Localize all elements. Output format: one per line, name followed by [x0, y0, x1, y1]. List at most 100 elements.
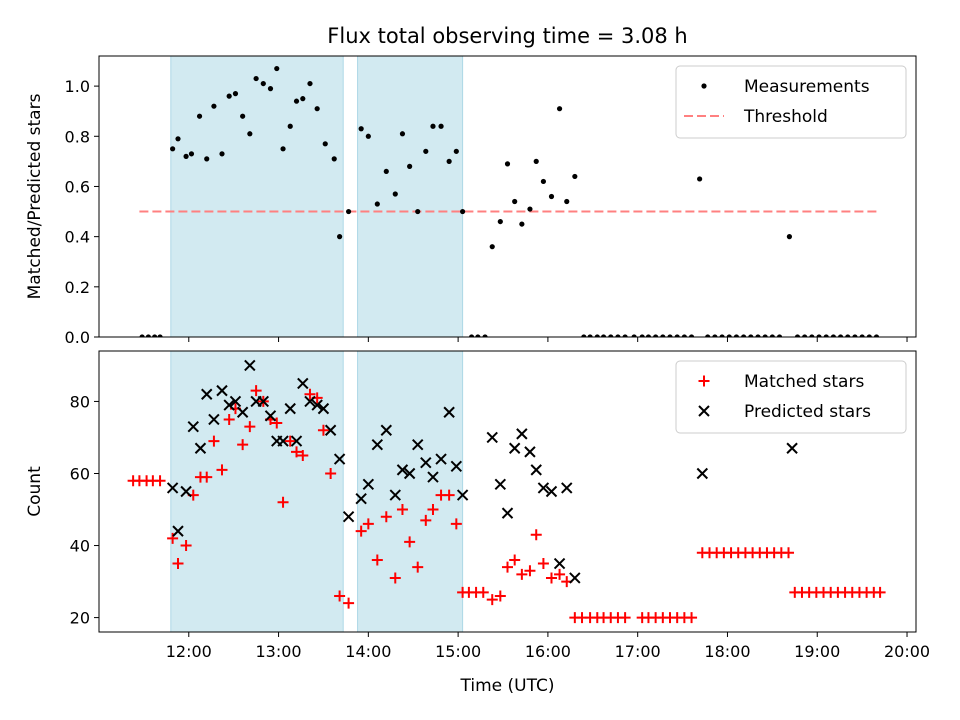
- predicted-stars-point: [333, 453, 346, 465]
- measurement-point: [776, 334, 783, 337]
- predicted-stars-point: [456, 489, 469, 501]
- predicted-stars-point: [317, 402, 330, 415]
- predicted-stars-point: [501, 507, 514, 519]
- measurement-point: [430, 123, 436, 129]
- y-tick-label: 40: [70, 537, 90, 556]
- measurement-point: [581, 334, 587, 337]
- legend-label: Measurements: [744, 77, 870, 97]
- legend-marker-plus: [698, 375, 710, 387]
- measurement-point: [667, 334, 673, 337]
- matched-stars-point: [250, 385, 262, 397]
- measurement-point: [587, 334, 593, 337]
- measurement-point: [489, 244, 495, 250]
- measurement-point: [145, 334, 151, 337]
- matched-stars-point: [216, 464, 228, 476]
- measurement-point: [837, 334, 844, 337]
- measurement-point: [556, 106, 563, 112]
- measurement-point: [674, 334, 680, 337]
- matched-stars-point: [325, 467, 337, 479]
- predicted-stars-point: [187, 420, 199, 433]
- y-axis-label: Count: [25, 466, 45, 517]
- measurement-point: [219, 151, 225, 157]
- measurement-point: [322, 141, 328, 147]
- matched-stars-point: [355, 525, 367, 537]
- predicted-stars-point: [172, 525, 184, 537]
- y-tick-label: 0.4: [65, 228, 90, 247]
- measurement-point: [232, 91, 239, 97]
- matched-stars-point: [554, 568, 566, 580]
- measurement-point: [337, 234, 343, 240]
- x-tick-label: 15:00: [435, 642, 481, 661]
- predicted-stars-point: [486, 431, 498, 444]
- measurement-point: [845, 334, 851, 337]
- measurement-point: [204, 156, 210, 162]
- measurement-point: [533, 158, 539, 164]
- matched-stars-point: [509, 554, 521, 566]
- matched-stars-point: [172, 558, 184, 570]
- matched-stars-point: [783, 547, 795, 559]
- matched-stars-point: [619, 612, 631, 624]
- predicted-stars-point: [201, 388, 213, 400]
- measurement-point: [639, 334, 645, 337]
- measurement-point: [287, 123, 293, 129]
- measurement-point: [615, 334, 621, 337]
- measurement-point: [852, 334, 858, 337]
- measurement-point: [453, 148, 459, 154]
- legend-label: Matched stars: [744, 372, 864, 392]
- x-tick-label: 14:00: [345, 642, 391, 661]
- predicted-stars-point: [180, 485, 192, 498]
- measurement-point: [816, 334, 822, 337]
- measurement-point: [688, 334, 695, 337]
- measurement-point: [622, 334, 628, 337]
- measurement-point: [475, 334, 481, 337]
- predicted-stars-point: [194, 442, 207, 454]
- legend-label: Threshold: [743, 107, 828, 127]
- measurement-point: [802, 334, 808, 337]
- shaded-interval: [357, 350, 464, 633]
- matched-stars-point: [304, 388, 316, 400]
- matched-stars-point: [277, 496, 289, 508]
- measurement-point: [383, 168, 389, 175]
- plot-area: [139, 65, 881, 337]
- measurement-point: [300, 96, 306, 102]
- measurement-point: [365, 133, 371, 139]
- measurement-point: [645, 334, 652, 337]
- measurement-point: [859, 334, 865, 337]
- measurement-point: [460, 208, 466, 215]
- measurement-point: [594, 334, 600, 337]
- measurement-point: [423, 148, 429, 154]
- x-tick-label: 13:00: [256, 642, 302, 661]
- measurement-point: [314, 106, 320, 112]
- measurement-point: [157, 334, 163, 337]
- measurement-point: [446, 158, 452, 164]
- measurement-point: [631, 334, 637, 337]
- matched-stars-point: [443, 489, 455, 501]
- matched-stars-point: [154, 475, 166, 487]
- matched-stars-point: [420, 514, 432, 526]
- matched-stars-point: [167, 532, 179, 544]
- measurement-point: [139, 334, 145, 337]
- matched-stars-point: [291, 446, 303, 458]
- measurement-point: [608, 334, 614, 337]
- predicted-stars-point: [380, 424, 393, 436]
- measurement-point: [183, 153, 189, 159]
- matched-stars-point: [223, 413, 235, 425]
- measurement-point: [600, 334, 607, 337]
- matched-stars-point: [396, 504, 408, 516]
- measurement-point: [866, 334, 872, 337]
- matched-stars-point: [284, 435, 296, 447]
- predicted-stars-point: [236, 406, 249, 418]
- measurement-point: [741, 334, 747, 337]
- measurement-point: [705, 334, 711, 337]
- predicted-stars-point: [696, 467, 709, 480]
- predicted-stars-point: [420, 456, 432, 469]
- y-tick-label: 60: [70, 464, 90, 483]
- predicted-stars-point: [524, 446, 536, 458]
- predicted-stars-point: [443, 406, 455, 418]
- measurement-point: [152, 334, 158, 337]
- predicted-stars-point: [216, 384, 228, 397]
- matched-stars-point: [362, 518, 374, 530]
- predicted-stars-point: [545, 485, 558, 498]
- measurement-point: [540, 178, 547, 185]
- shaded-interval: [357, 55, 464, 338]
